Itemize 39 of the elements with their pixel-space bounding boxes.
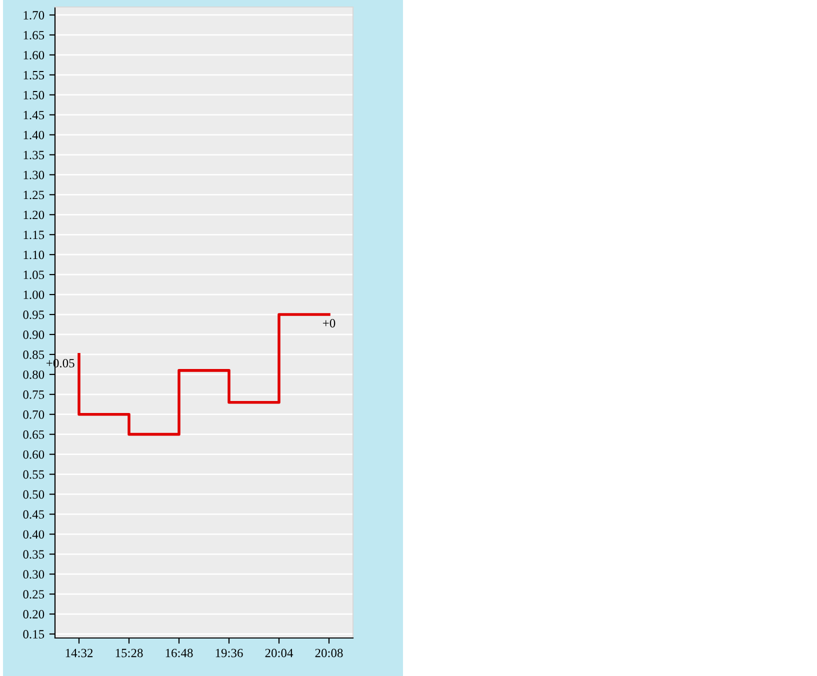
y-tick-label: 0.95 — [23, 310, 44, 320]
y-tick-label: 1.05 — [24, 270, 44, 280]
y-tick-label: 0.40 — [23, 530, 44, 539]
y-tick-label: 0.75 — [23, 390, 44, 399]
y-tick-label: 1.10 — [24, 250, 44, 260]
y-tick-label: 1.50 — [24, 90, 44, 100]
y-tick-label: 0.20 — [23, 610, 44, 619]
y-tick-label: 1.65 — [24, 31, 44, 40]
y-tick-label: 1.15 — [24, 230, 44, 240]
y-tick-label: 0.55 — [23, 470, 44, 479]
x-tick-label: 15:28 — [116, 648, 143, 658]
y-tick-label: 0.25 — [23, 590, 44, 599]
y-tick-label: 1.45 — [24, 110, 44, 120]
y-tick-label: 0.50 — [23, 490, 44, 499]
y-tick-label: 1.40 — [24, 130, 44, 140]
y-tick-label: 1.30 — [24, 170, 44, 180]
x-tick-label: 14:32 — [66, 648, 93, 658]
y-tick-label: 1.00 — [24, 290, 44, 300]
x-tick-label: 19:36 — [216, 648, 243, 658]
y-tick-label: 1.35 — [24, 150, 44, 160]
y-tick-label: 1.20 — [24, 210, 44, 220]
y-tick-label: 1.25 — [24, 190, 44, 200]
x-tick-label: 20:08 — [315, 648, 343, 658]
x-tick-label: 20:04 — [265, 648, 294, 658]
y-tick-label: 0.70 — [23, 410, 44, 419]
y-tick-label: 0.80 — [23, 370, 44, 379]
y-tick-label: 0.30 — [23, 570, 44, 579]
y-tick-label: 0.45 — [23, 510, 44, 519]
annotation: +0 — [322, 319, 336, 328]
x-tick-label: 16:48 — [166, 648, 193, 658]
y-tick-label: 1.70 — [24, 11, 44, 20]
y-tick-label: 1.60 — [24, 50, 44, 60]
y-tick-label: 0.90 — [23, 330, 44, 339]
y-tick-label: 0.15 — [23, 630, 44, 639]
y-tick-label: 1.55 — [24, 70, 44, 80]
y-tick-label: 0.35 — [23, 550, 44, 559]
y-tick-label: 0.65 — [23, 430, 44, 439]
y-tick-label: 0.85 — [23, 350, 44, 359]
y-tick-label: 0.60 — [23, 450, 44, 459]
